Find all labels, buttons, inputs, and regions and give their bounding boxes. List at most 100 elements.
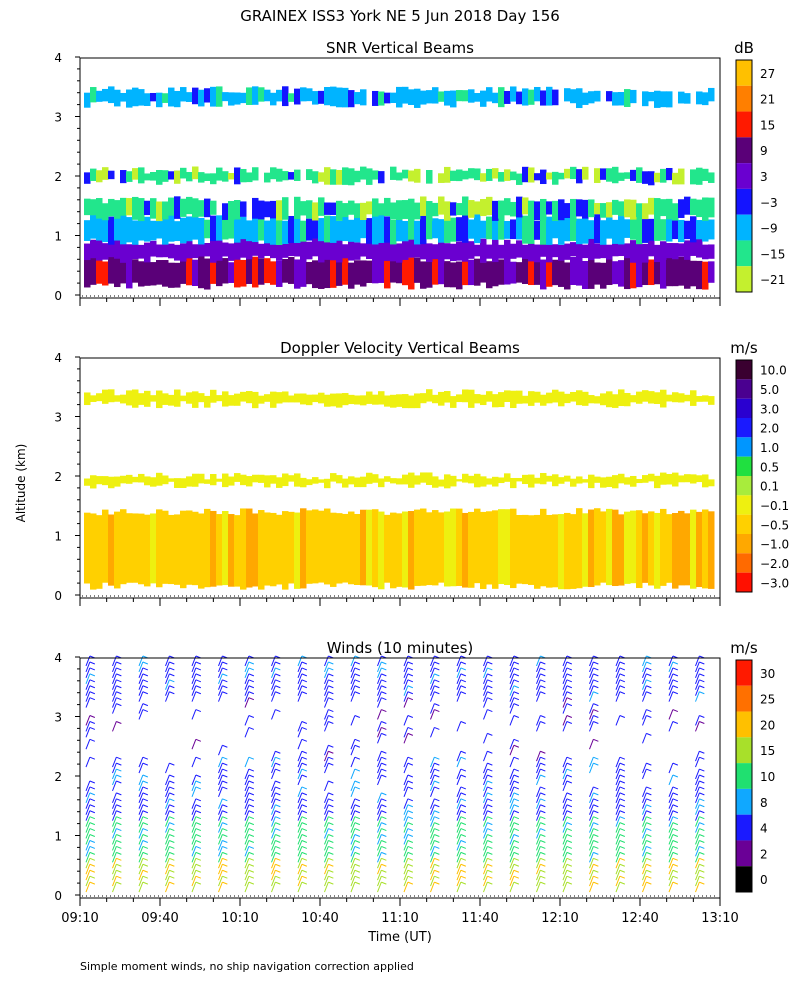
wind-barb-flag bbox=[513, 857, 520, 861]
wind-barb-flag bbox=[328, 816, 334, 820]
heatmap-cell bbox=[648, 259, 655, 286]
heatmap-cell bbox=[660, 219, 667, 241]
heatmap-cell bbox=[84, 243, 91, 261]
wind-barb-flag bbox=[646, 881, 652, 885]
heatmap-cell bbox=[270, 261, 277, 285]
wind-barb bbox=[403, 864, 409, 875]
wind-barb bbox=[562, 768, 568, 780]
heatmap-cell bbox=[588, 256, 595, 289]
wind-barb bbox=[165, 864, 170, 875]
wind-barb-flag bbox=[460, 875, 467, 879]
heatmap-cell bbox=[270, 167, 277, 180]
wind-barb-flag bbox=[142, 863, 149, 867]
wind-barb-flag bbox=[646, 691, 652, 695]
heatmap-cell bbox=[150, 477, 157, 487]
wind-barb-flag bbox=[248, 780, 255, 784]
wind-barb-flag bbox=[248, 685, 255, 689]
wind-barb bbox=[562, 756, 568, 768]
wind-barb bbox=[297, 828, 303, 839]
heatmap-cell bbox=[228, 173, 235, 180]
heatmap-cell bbox=[282, 86, 289, 107]
heatmap-cell bbox=[474, 258, 481, 286]
wind-barb bbox=[615, 810, 621, 821]
wind-barb-flag bbox=[460, 768, 467, 772]
heatmap-cell bbox=[198, 242, 205, 257]
heatmap-cell bbox=[486, 478, 493, 485]
wind-barb bbox=[271, 822, 276, 833]
wind-barb-flag bbox=[116, 804, 122, 808]
heatmap-cell bbox=[594, 396, 601, 404]
wind-barb bbox=[324, 870, 329, 881]
wind-barb bbox=[218, 858, 223, 869]
heatmap-cell bbox=[210, 86, 217, 107]
wind-barb bbox=[350, 685, 356, 696]
heatmap-cell bbox=[510, 219, 517, 240]
wind-barb-flag bbox=[195, 828, 202, 832]
wind-barb-flag bbox=[540, 762, 546, 766]
wind-barb bbox=[218, 840, 223, 851]
heatmap-cell bbox=[696, 220, 703, 240]
heatmap-cell bbox=[612, 509, 619, 587]
heatmap-cell bbox=[570, 166, 577, 180]
heatmap-cell bbox=[516, 196, 523, 218]
heatmap-cell bbox=[306, 394, 313, 406]
wind-barb bbox=[589, 822, 594, 833]
heatmap-cell bbox=[246, 172, 253, 183]
heatmap-cell bbox=[576, 243, 583, 262]
wind-barb bbox=[377, 679, 382, 690]
wind-barb-flag bbox=[699, 750, 705, 754]
wind-barb bbox=[615, 792, 621, 803]
wind-barb-flag bbox=[513, 816, 520, 820]
wind-barb bbox=[138, 852, 144, 863]
heatmap-cell bbox=[198, 256, 205, 289]
heatmap-cell bbox=[222, 391, 229, 407]
wind-barb-flag bbox=[381, 792, 387, 796]
wind-barb bbox=[324, 751, 329, 762]
wind-barb bbox=[403, 679, 409, 690]
wind-barb bbox=[483, 875, 488, 887]
heatmap-cell bbox=[558, 172, 565, 180]
heatmap-cell bbox=[150, 92, 157, 102]
wind-barb bbox=[562, 852, 568, 863]
heatmap-cell bbox=[438, 512, 445, 583]
wind-barb bbox=[218, 786, 223, 798]
colorbar-swatch bbox=[736, 418, 752, 438]
heatmap-cell bbox=[360, 260, 367, 287]
heatmap-cell bbox=[564, 168, 571, 179]
heatmap-cell bbox=[372, 90, 379, 106]
wind-barb-flag bbox=[672, 786, 679, 790]
heatmap-cell bbox=[126, 257, 133, 289]
heatmap-cell bbox=[564, 243, 571, 260]
wind-barb-flag bbox=[275, 792, 281, 796]
wind-barb-flag bbox=[460, 774, 467, 778]
wind-barb-flag bbox=[328, 810, 334, 814]
heatmap-cell bbox=[522, 255, 529, 284]
wind-barb bbox=[297, 727, 303, 738]
wind-barb-flag bbox=[142, 786, 149, 790]
wind-barb bbox=[536, 679, 541, 690]
wind-barb bbox=[456, 834, 462, 845]
heatmap-cell bbox=[318, 260, 325, 289]
heatmap-cell bbox=[486, 87, 493, 102]
heatmap-cell bbox=[402, 221, 409, 242]
wind-barb-flag bbox=[248, 726, 255, 730]
heatmap-cell bbox=[624, 392, 631, 407]
heatmap-cell bbox=[702, 244, 709, 260]
wind-barb bbox=[562, 816, 568, 827]
heatmap-cell bbox=[522, 474, 529, 485]
wind-barb-flag bbox=[672, 840, 679, 843]
wind-barb-flag bbox=[513, 697, 520, 701]
heatmap-cell bbox=[486, 244, 493, 259]
wind-barb bbox=[536, 768, 541, 780]
wind-barb bbox=[271, 756, 276, 768]
wind-barb bbox=[165, 667, 170, 679]
heatmap-cell bbox=[456, 203, 463, 216]
wind-barb-flag bbox=[222, 673, 228, 677]
heatmap-cell bbox=[504, 390, 511, 402]
wind-barb-flag bbox=[407, 840, 414, 843]
wind-barb-flag bbox=[89, 691, 96, 695]
heatmap-cell bbox=[582, 391, 589, 406]
heatmap-cell bbox=[138, 198, 145, 222]
heatmap-cell bbox=[264, 475, 271, 488]
wind-barb-flag bbox=[540, 810, 546, 814]
